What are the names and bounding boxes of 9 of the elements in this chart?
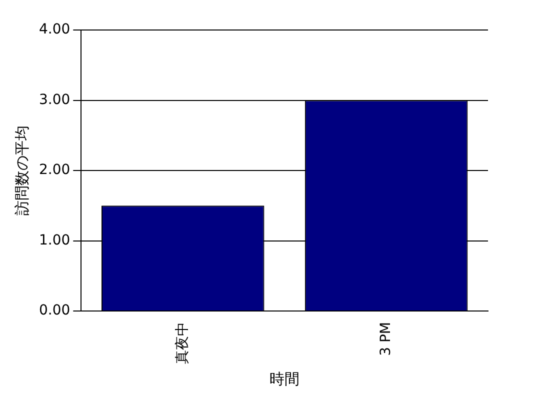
y-tick-label: 1.00 — [39, 232, 70, 248]
x-tick-label: 真夜中 — [174, 322, 191, 364]
x-axis-title: 時間 — [270, 370, 300, 388]
y-axis-title: 訪問数の平均 — [12, 126, 31, 216]
y-tick-label: 4.00 — [39, 22, 70, 38]
y-tick-label: 2.00 — [39, 162, 70, 178]
y-tick-label: 3.00 — [39, 92, 70, 108]
x-tick-label: 3 PM — [378, 322, 394, 356]
y-tick-label: 0.00 — [39, 302, 70, 319]
